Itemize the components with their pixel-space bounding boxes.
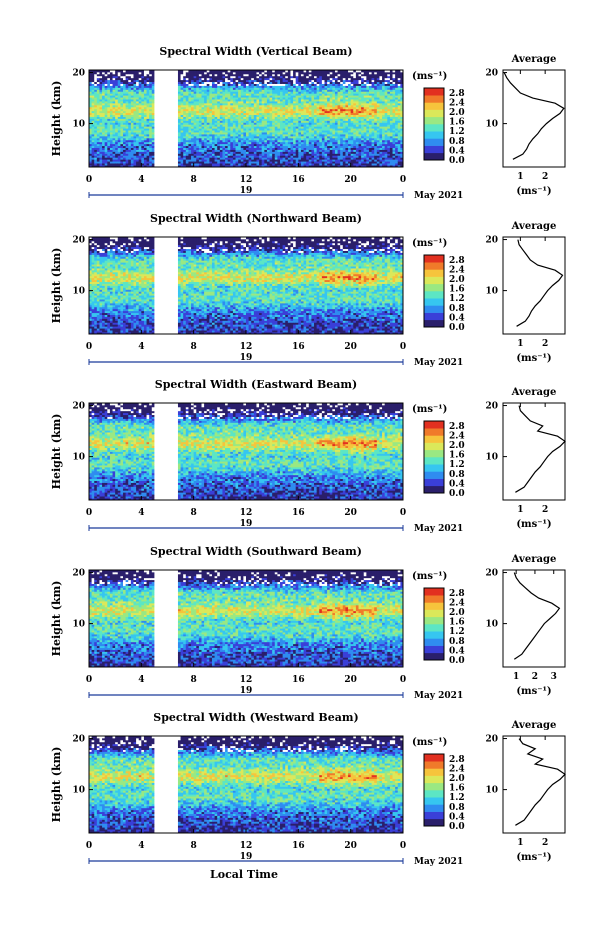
panel-1: Spectral Width (Vertical Beam)1020Height… <box>50 45 565 201</box>
panel-title: Spectral Width (Vertical Beam) <box>159 45 352 58</box>
panels-group: Spectral Width (Vertical Beam)1020Height… <box>50 45 565 867</box>
heatmap-cells <box>89 70 403 167</box>
